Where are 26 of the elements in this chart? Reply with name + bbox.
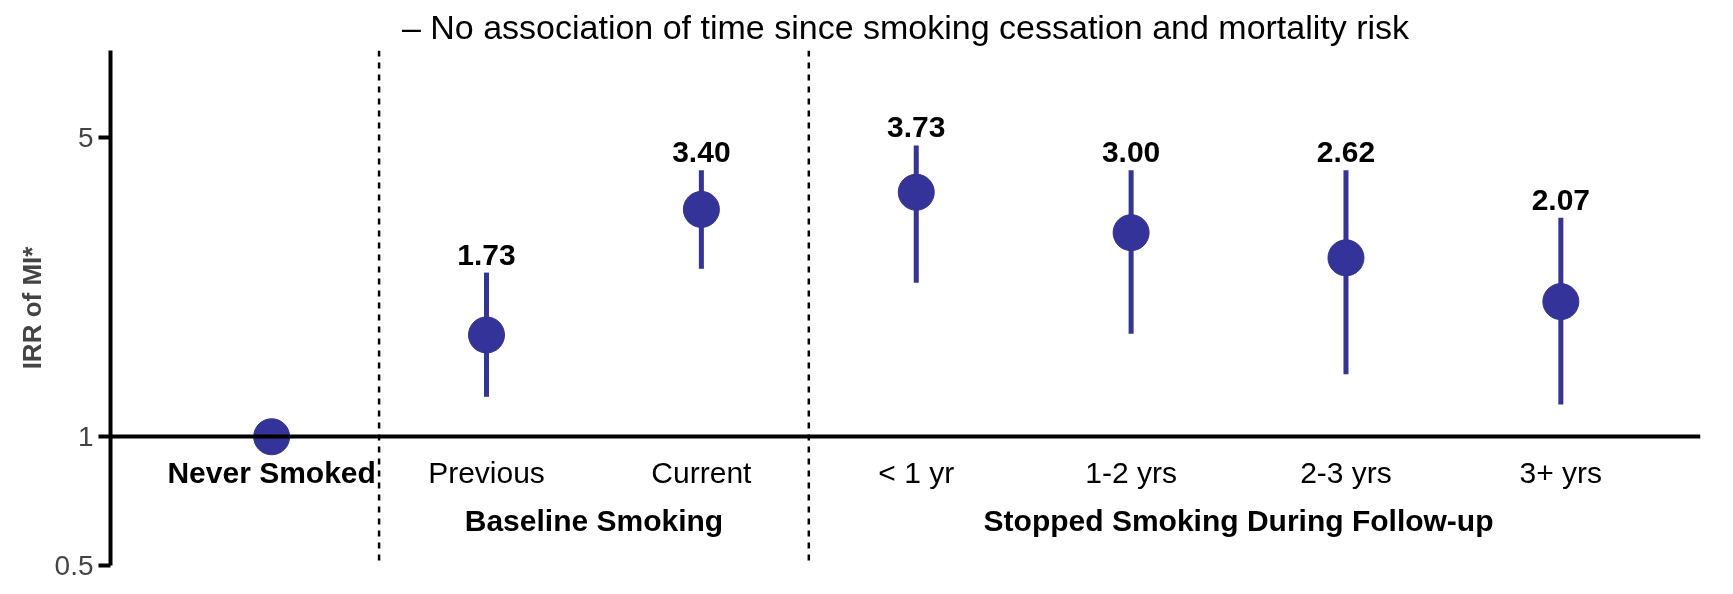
- x-tick-label: 1-2 yrs: [1085, 456, 1177, 490]
- x-tick-label: Current: [651, 456, 753, 490]
- annotation: Baseline Smoking: [464, 503, 724, 537]
- y-tick-label: 5: [77, 122, 94, 154]
- x-tick-label: Never Smoked: [167, 456, 376, 490]
- data-label: 3.40: [672, 135, 731, 169]
- y-axis-title: IRR of MI*: [16, 245, 47, 370]
- data-label: 2.07: [1531, 182, 1591, 216]
- data-label: 3.00: [1101, 135, 1161, 169]
- data-label: 2.62: [1316, 135, 1376, 169]
- data-label: 1.73: [457, 237, 516, 271]
- point: [682, 190, 720, 228]
- x-tick-label: Previous: [428, 456, 545, 490]
- x-tick-label: 2-3 yrs: [1300, 456, 1392, 490]
- data-label: 3.73: [887, 110, 946, 144]
- point: [1542, 283, 1580, 321]
- point: [897, 173, 935, 211]
- point: [468, 316, 506, 354]
- x-tick-label: < 1 yr: [878, 456, 955, 490]
- annotation: Stopped Smoking During Follow-up: [983, 503, 1494, 537]
- chart-title: – No association of time since smoking cessation and mortality risk: [401, 7, 1411, 46]
- point: [1327, 239, 1365, 277]
- x-tick-label: 3+ yrs: [1519, 456, 1603, 490]
- y-tick-label: 1: [77, 421, 94, 453]
- y-tick-label: 0.5: [54, 550, 94, 581]
- point: [1112, 214, 1150, 252]
